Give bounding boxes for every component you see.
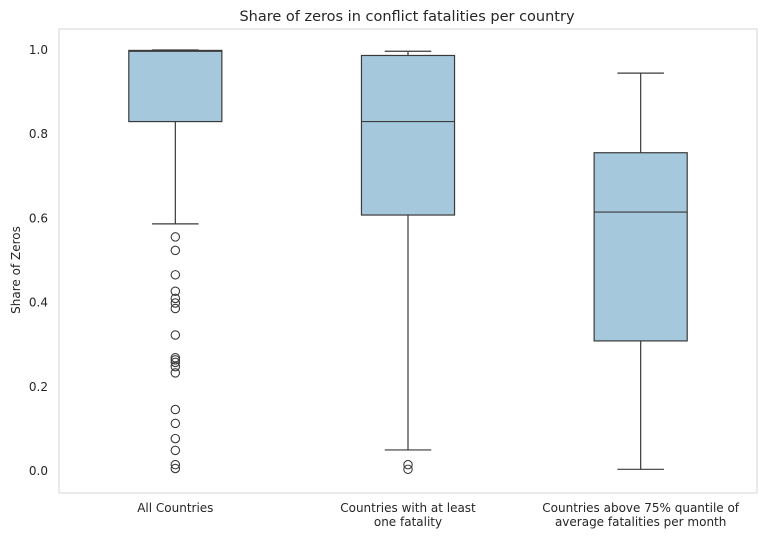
outlier-point <box>170 459 181 470</box>
y-axis-ticks: 0.0 0.2 0.4 0.6 0.8 1.0 <box>29 43 48 478</box>
outlier-point <box>170 361 181 372</box>
outlier-point <box>403 459 413 470</box>
y-tick-label: 0.4 <box>29 296 48 310</box>
iqr-box <box>593 152 688 342</box>
outlier-point <box>403 464 413 475</box>
outlier-point <box>170 355 181 365</box>
box-group-1 <box>128 49 223 474</box>
outlier-point <box>170 286 181 296</box>
iqr-box <box>128 49 223 123</box>
outlier-point <box>170 303 181 314</box>
chart-title: Share of zeros in conflict fatalities pe… <box>239 9 575 25</box>
outlier-point <box>170 245 181 256</box>
x-tick-label-line: All Countries <box>137 501 213 515</box>
box-group-3 <box>593 72 688 470</box>
x-tick-label-line: Countries with at least <box>340 501 476 515</box>
outlier-point <box>170 368 181 378</box>
x-tick-label-line: Countries above 75% quantile of <box>542 501 740 515</box>
y-tick-label: 0.6 <box>29 211 48 225</box>
outlier-point <box>170 418 181 429</box>
outlier-point <box>170 445 181 456</box>
x-tick-label: Countries with at least one fatality <box>340 501 476 529</box>
y-tick-label: 1.0 <box>29 43 48 57</box>
outlier-point <box>170 357 181 368</box>
x-tick-label-line: average fatalities per month <box>555 515 726 529</box>
y-tick-label: 0.8 <box>29 127 48 141</box>
outlier-point <box>170 463 181 474</box>
outlier-point <box>170 270 181 280</box>
iqr-box <box>360 54 456 216</box>
outlier-point <box>170 298 181 308</box>
x-tick-label: All Countries <box>137 501 213 515</box>
y-tick-label: 0.2 <box>29 380 48 394</box>
x-tick-label: Countries above 75% quantile of average f… <box>542 501 740 529</box>
outlier-point <box>170 330 181 340</box>
outlier-point <box>170 232 181 242</box>
outlier-point <box>170 404 181 415</box>
x-axis-ticks: All Countries Countries with at least one … <box>137 501 740 529</box>
x-tick-label-line: one fatality <box>374 515 442 529</box>
y-tick-label: 0.0 <box>29 464 48 478</box>
outlier-point <box>170 433 181 444</box>
box-group-2 <box>360 50 456 475</box>
boxes-group <box>128 49 688 475</box>
y-axis-label: Share of Zeros <box>9 226 23 314</box>
outlier-point <box>170 293 181 304</box>
